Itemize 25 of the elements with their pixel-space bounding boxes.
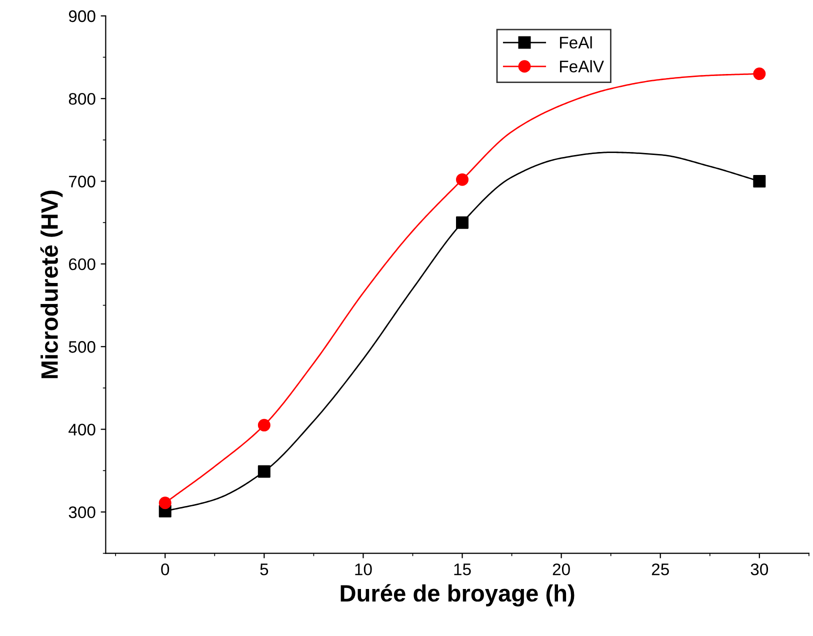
- x-tick-label: 0: [161, 563, 170, 576]
- y-tick-label: 500: [68, 341, 96, 353]
- x-tick-label: 15: [454, 564, 471, 576]
- y-axis-title: Microdureté (HV): [40, 190, 63, 378]
- point: [258, 465, 270, 478]
- legend-label: FeAl: [560, 36, 592, 49]
- legend-label: FeAlV: [560, 60, 604, 72]
- x-tick-label: 30: [750, 563, 768, 576]
- point: [158, 496, 172, 510]
- point: [258, 418, 270, 432]
- point: [456, 173, 469, 186]
- x-tick-label: 25: [652, 563, 669, 576]
- x-tick-label: 5: [260, 564, 268, 576]
- x-tick-label: 10: [355, 563, 372, 576]
- point: [456, 216, 469, 229]
- y-tick-label: 900: [68, 10, 96, 22]
- point: [753, 68, 766, 80]
- y-tick-label: 800: [68, 92, 96, 105]
- y-tick-label: 400: [68, 424, 96, 436]
- x-axis-title: Durée de broyage (h): [340, 584, 574, 606]
- point: [753, 175, 766, 188]
- x-tick-label: 20: [552, 563, 570, 576]
- y-tick-label: 700: [69, 176, 96, 188]
- y-tick-label: 600: [69, 258, 96, 270]
- y-tick-label: 300: [68, 506, 96, 518]
